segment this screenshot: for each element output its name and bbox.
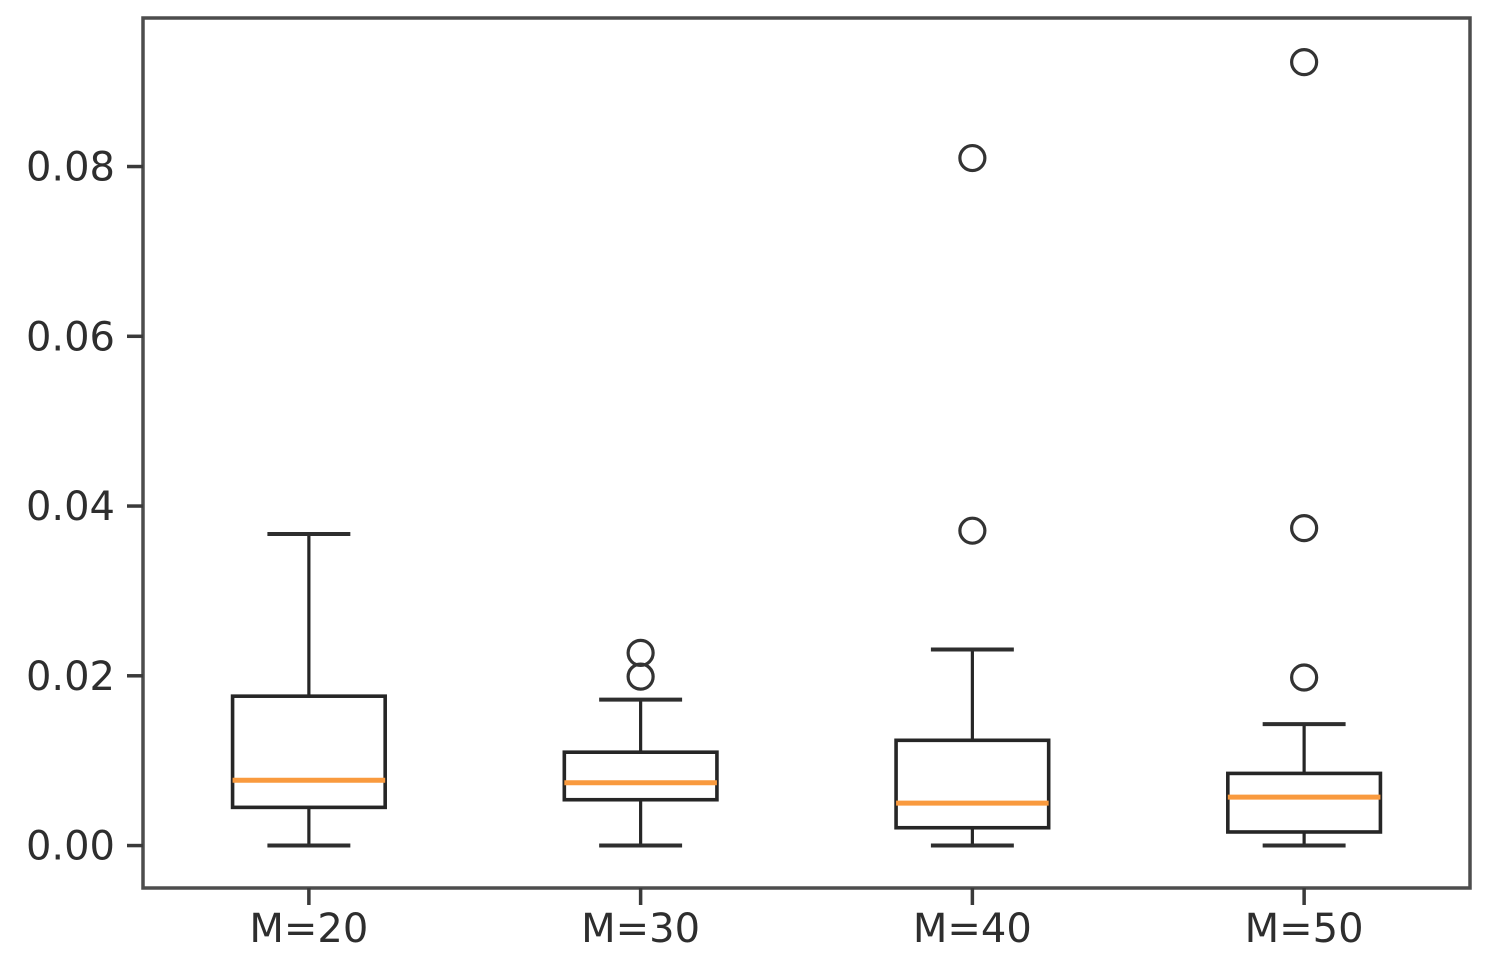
x-tick-label: M=50	[1245, 906, 1364, 952]
iqr-box	[1226, 771, 1383, 834]
y-tick-label: 0.06	[26, 314, 115, 360]
x-tick-label: M=30	[581, 906, 700, 952]
x-tick-label: M=20	[249, 906, 368, 952]
x-tick-label: M=40	[913, 906, 1032, 952]
outlier-point	[958, 516, 987, 545]
y-tick-label: 0.00	[26, 824, 115, 870]
y-tick-label: 0.04	[26, 484, 115, 530]
y-tick-label: 0.02	[26, 654, 115, 700]
iqr-box	[562, 750, 719, 802]
outlier-point	[958, 143, 987, 173]
y-tick-label: 0.08	[26, 145, 115, 191]
iqr-box	[894, 738, 1051, 830]
outlier-point	[626, 638, 655, 667]
outlier-point	[1290, 663, 1319, 692]
outlier-point	[1290, 48, 1319, 77]
outlier-point	[1290, 514, 1319, 543]
iqr-box	[230, 694, 387, 810]
